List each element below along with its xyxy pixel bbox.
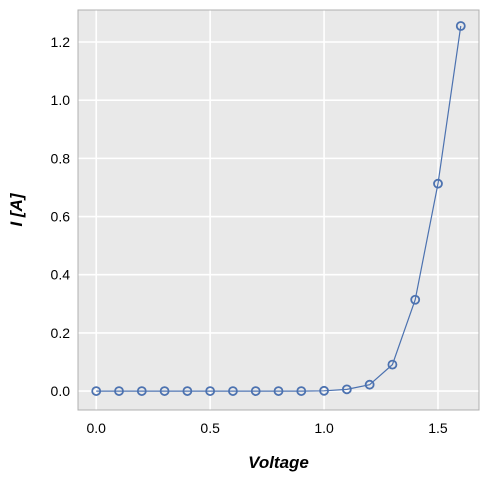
x-tick-labels: 0.0 0.5 1.0 1.5 — [86, 420, 447, 436]
y-tick-labels: 0.0 0.2 0.4 0.6 0.8 1.0 1.2 — [51, 34, 71, 399]
x-tick-label: 0.5 — [200, 420, 220, 436]
x-axis-title: Voltage — [248, 453, 309, 472]
x-tick-label: 1.5 — [428, 420, 448, 436]
y-tick-label: 0.2 — [51, 325, 71, 341]
y-tick-label: 0.8 — [51, 150, 71, 166]
y-axis-title: I [A] — [7, 192, 26, 226]
y-tick-label: 1.0 — [51, 92, 71, 108]
x-tick-label: 1.0 — [314, 420, 334, 436]
y-tick-label: 1.2 — [51, 34, 71, 50]
x-tick-label: 0.0 — [86, 420, 106, 436]
y-tick-label: 0.4 — [51, 267, 71, 283]
y-tick-label: 0.0 — [51, 383, 71, 399]
y-tick-label: 0.6 — [51, 209, 71, 225]
plot-area — [78, 10, 479, 410]
